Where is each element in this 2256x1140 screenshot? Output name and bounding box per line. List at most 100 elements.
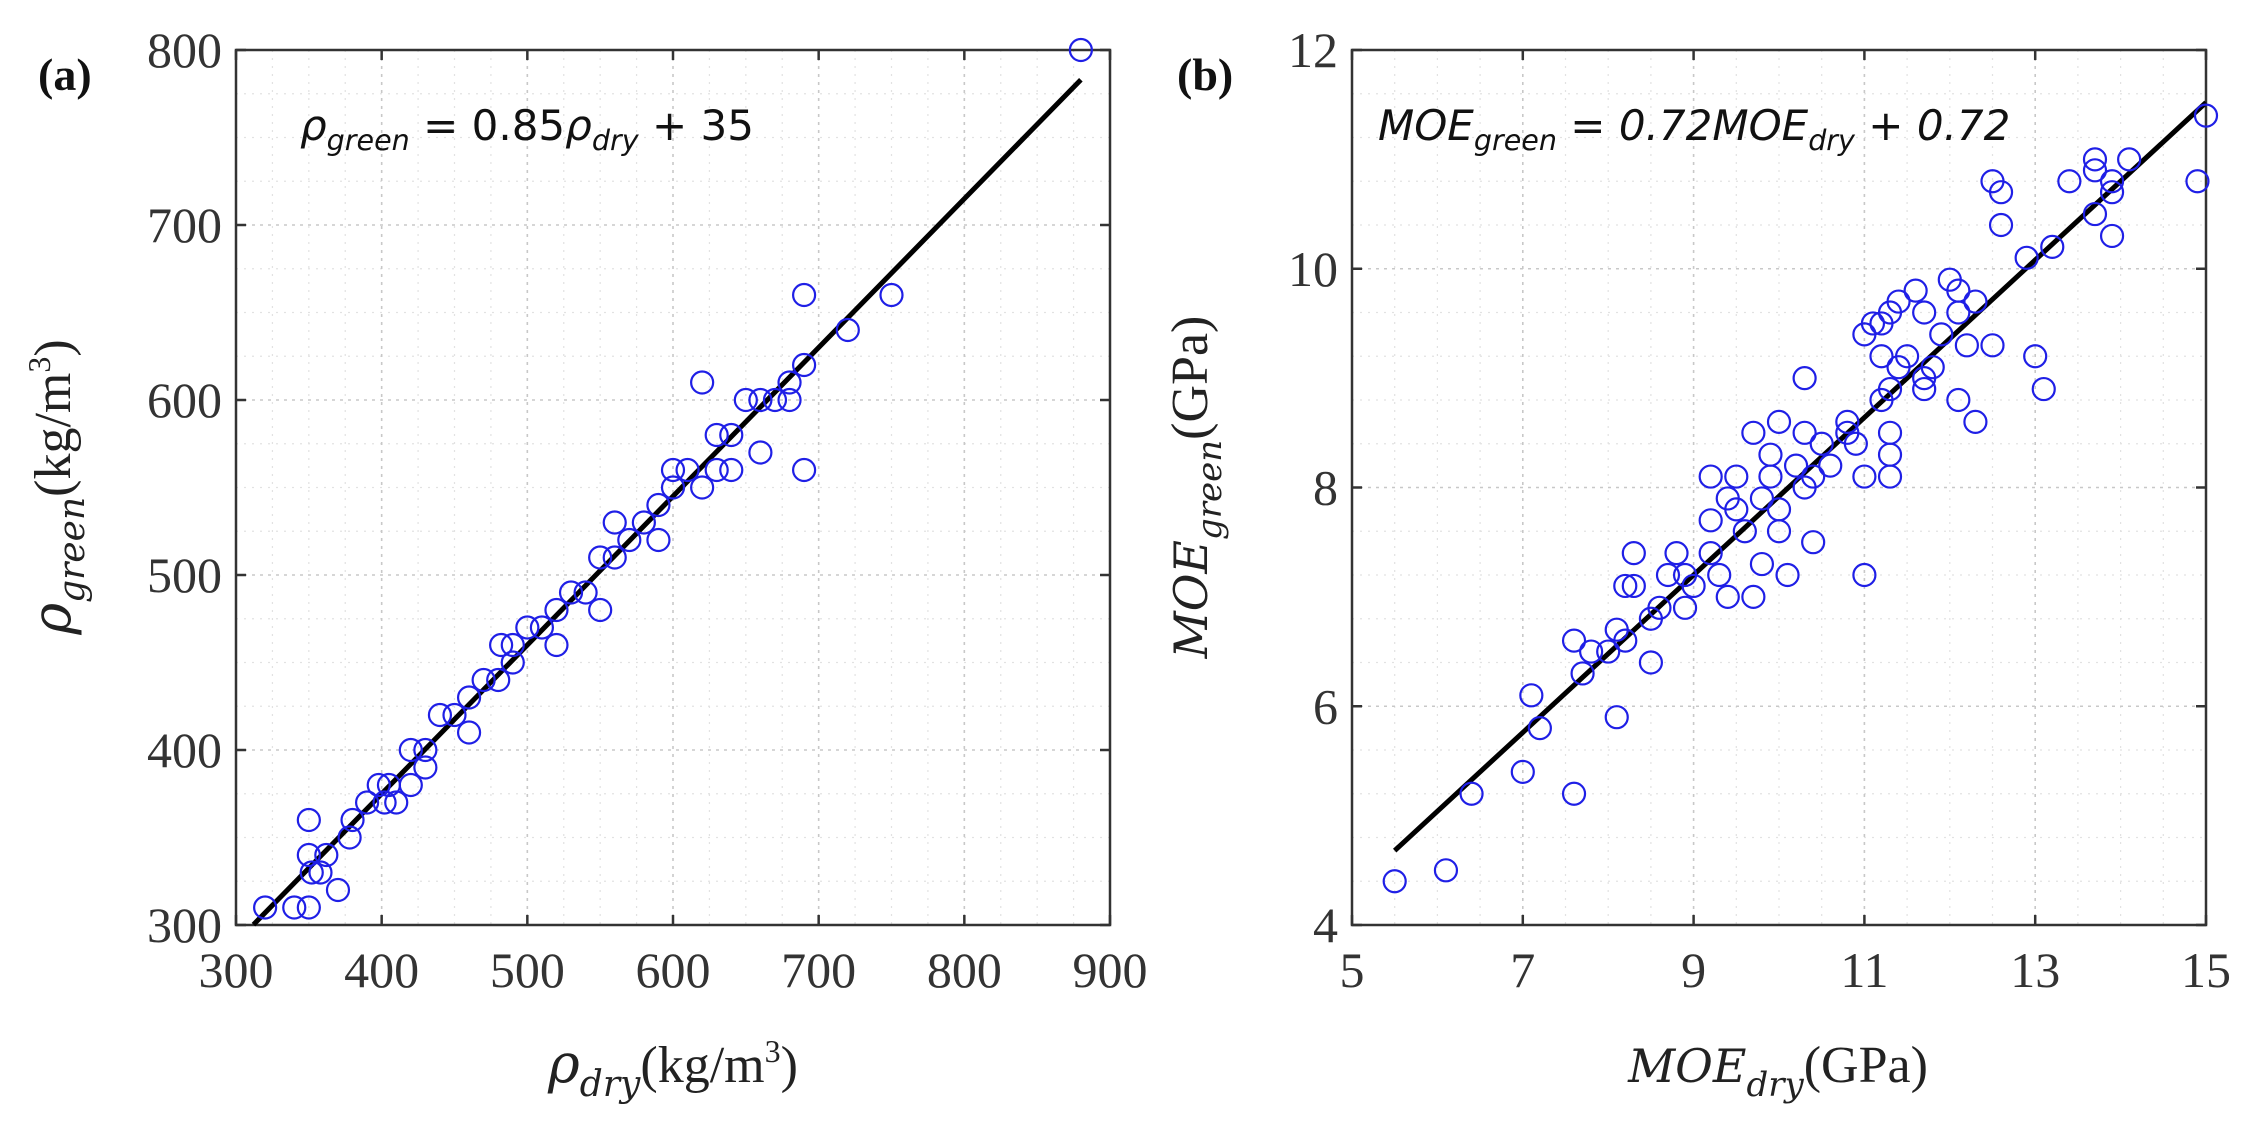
data-point: [1869, 344, 1894, 369]
data-point: [544, 632, 569, 658]
regression-line: [251, 78, 1083, 927]
data-point: [413, 737, 438, 763]
data-point: [1886, 289, 1911, 314]
eq-lhs-sub: green: [327, 123, 410, 157]
x-tick-label: 300: [199, 942, 274, 998]
data-point: [1860, 311, 1886, 336]
data-point: [1519, 683, 1544, 708]
data-point: [1459, 781, 1484, 806]
data-point: [748, 387, 773, 413]
x-tick-label: 500: [490, 942, 565, 998]
x-label-close: ): [781, 1037, 798, 1094]
y-tick-label: 400: [147, 722, 222, 778]
data-point: [2099, 223, 2125, 249]
data-point: [1715, 584, 1740, 609]
data-point: [515, 615, 540, 640]
data-point: [588, 545, 613, 570]
data-point: [500, 632, 525, 658]
data-point: [777, 370, 802, 395]
data-point: [1920, 355, 1945, 380]
data-point: [1988, 180, 2014, 205]
y-label-unit: (kg/m: [25, 373, 82, 497]
data-point: [2082, 201, 2108, 227]
eq-lhs-symbol: MOE: [1378, 101, 1474, 150]
data-point: [1818, 453, 1843, 478]
y-label-sub: green: [1190, 440, 1230, 540]
data-point: [1698, 541, 1723, 566]
data-point: [1946, 387, 1971, 413]
eq-coefficient: = 0.72: [1557, 101, 1712, 150]
data-point: [1877, 376, 1903, 402]
x-tick-label: 15: [2181, 942, 2231, 998]
data-point: [1963, 409, 1988, 434]
data-point: [299, 860, 324, 885]
x-label-unit: (kg/m: [640, 1037, 764, 1094]
data-point: [1068, 37, 1093, 63]
data-point: [1570, 661, 1595, 686]
data-point: [529, 615, 555, 640]
data-point: [2099, 180, 2125, 205]
y-label-symbol: ρ: [20, 603, 83, 636]
eq-rhs-symbol: MOE: [1712, 101, 1808, 150]
data-point: [1946, 300, 1971, 325]
data-point: [1980, 333, 2005, 358]
x-tick-label: 600: [636, 942, 711, 998]
x-axis-label: ρdry(kg/m3): [547, 1032, 798, 1105]
data-point: [1877, 464, 1903, 489]
data-point: [296, 895, 321, 920]
data-point: [355, 790, 380, 815]
y-label-sub: green: [52, 497, 93, 603]
data-point: [1775, 562, 1800, 588]
data-point: [1912, 300, 1937, 325]
x-tick-label: 400: [344, 942, 419, 998]
data-point: [690, 370, 715, 395]
data-point: [704, 457, 729, 483]
data-point: [675, 457, 700, 483]
data-point: [1579, 639, 1604, 664]
data-point: [489, 632, 514, 658]
eq-lhs-symbol: ρ: [300, 101, 327, 150]
data-point: [1698, 464, 1723, 489]
data-point: [2057, 169, 2082, 194]
data-point: [1707, 562, 1732, 588]
y-tick-label: 800: [147, 22, 222, 78]
data-point: [308, 860, 333, 885]
data-point: [1792, 366, 1817, 391]
data-point: [631, 510, 656, 535]
data-point: [1741, 420, 1766, 445]
data-point: [1382, 869, 1407, 894]
eq-rhs-symbol: ρ: [565, 101, 592, 150]
x-label-sub: dry: [1746, 1065, 1804, 1105]
data-point: [1655, 562, 1681, 588]
data-point: [646, 492, 671, 518]
data-point: [2082, 158, 2108, 183]
data-point: [2099, 169, 2125, 194]
data-point: [2082, 147, 2108, 172]
data-point: [471, 667, 496, 693]
x-label-symbol: ρ: [547, 1032, 580, 1095]
y-tick-label: 500: [147, 547, 222, 603]
data-point: [2117, 147, 2142, 172]
data-point: [1433, 858, 1459, 883]
data-point: [602, 545, 627, 570]
grid: [1352, 50, 2206, 925]
data-point: [253, 895, 278, 920]
data-point: [791, 457, 817, 483]
scatter-points: [1382, 103, 2219, 894]
data-point: [1877, 442, 1903, 467]
data-point: [1801, 530, 1826, 555]
data-point: [1843, 431, 1868, 456]
data-point: [690, 475, 715, 500]
data-point: [719, 457, 744, 483]
data-point: [1809, 431, 1834, 456]
data-point: [282, 895, 307, 920]
y-tick-label: 10: [1288, 241, 1338, 297]
data-point: [1561, 781, 1587, 806]
data-point: [456, 685, 482, 710]
data-point: [398, 737, 423, 763]
x-tick-label: 11: [1840, 942, 1888, 998]
y-axis-label: MOEgreen(GPa): [1162, 316, 1230, 660]
eq-rhs-sub: dry: [592, 123, 640, 157]
data-point: [1724, 497, 1749, 522]
data-point: [602, 510, 627, 535]
